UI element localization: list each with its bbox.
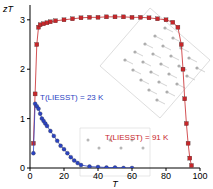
atom [87, 139, 90, 142]
chart: 0 20 40 60 80 100 0 1 2 3 TzT T(LIESST) = 23 K T(LIE… [0, 0, 213, 189]
series [31, 15, 193, 168]
point [54, 19, 58, 23]
x-tick-label: 20 [59, 171, 69, 181]
point [188, 156, 192, 160]
bond [187, 76, 195, 80]
point [37, 107, 41, 111]
bond [151, 72, 159, 76]
y-tick-label: 0 [20, 163, 25, 173]
x-tick-label: 0 [27, 171, 32, 181]
bond [165, 28, 173, 32]
point [130, 15, 134, 19]
point [113, 166, 117, 168]
y-axis-label: zT [2, 4, 15, 14]
bond [167, 92, 175, 96]
y-tick-label: 3 [20, 15, 25, 25]
point [65, 151, 69, 155]
bond [157, 100, 165, 104]
point [88, 165, 92, 168]
bond [153, 54, 161, 58]
point [38, 112, 42, 116]
point [147, 16, 151, 20]
point [62, 18, 66, 22]
bond [155, 36, 163, 40]
point [139, 15, 143, 19]
y-tick [27, 69, 30, 70]
bond [145, 44, 153, 48]
point [31, 151, 35, 155]
point [130, 166, 134, 168]
point [190, 164, 194, 168]
x-tick-label: 100 [192, 171, 207, 181]
point [79, 163, 83, 167]
point [164, 18, 168, 22]
point [105, 15, 109, 19]
x-tick-label: 40 [93, 171, 103, 181]
point [105, 166, 109, 168]
y-tick [27, 168, 30, 169]
point [176, 25, 180, 29]
x-tick-label: 60 [127, 171, 137, 181]
bond [163, 46, 171, 50]
plot-area [31, 15, 193, 168]
bond [149, 90, 157, 94]
point [48, 129, 52, 133]
point [71, 17, 75, 21]
bond [171, 56, 179, 60]
series-line [33, 17, 191, 166]
y-axis [30, 5, 31, 168]
point [79, 16, 83, 20]
bond [169, 74, 177, 78]
y-tick [27, 19, 30, 20]
point [48, 20, 52, 24]
point [171, 20, 175, 24]
point [59, 144, 63, 148]
y-tick [27, 118, 30, 119]
unit-cell [100, 8, 210, 118]
annotation: T(LIESST) = 23 K [40, 93, 104, 102]
bond [189, 58, 197, 62]
point [72, 159, 76, 163]
atom [98, 147, 101, 150]
point [186, 141, 190, 145]
point [55, 139, 59, 143]
bond [133, 70, 141, 74]
point [181, 67, 185, 71]
point [96, 165, 100, 168]
bond [159, 82, 167, 86]
x-tick-label: 80 [161, 171, 171, 181]
atom [120, 147, 123, 150]
x-axis-label: T [112, 179, 119, 189]
bond [125, 60, 133, 64]
point [156, 17, 160, 21]
bond [135, 52, 143, 56]
annotation: T(LIESST) = 91 K [105, 133, 169, 142]
y-tick-label: 1 [20, 114, 25, 124]
bond [141, 80, 149, 84]
point [33, 92, 37, 96]
atom [142, 147, 145, 150]
point [184, 122, 188, 126]
point [113, 15, 117, 19]
bond [143, 62, 151, 66]
bond [197, 68, 205, 72]
point [52, 134, 56, 138]
point [69, 155, 73, 159]
bond [161, 64, 169, 68]
point [122, 15, 126, 19]
point [88, 15, 92, 19]
point [35, 43, 39, 47]
point [183, 97, 187, 101]
point [179, 43, 183, 47]
y-tick-label: 2 [20, 64, 25, 74]
crystal-structure [80, 8, 210, 176]
point [62, 147, 66, 151]
point [45, 124, 49, 128]
point [96, 15, 100, 19]
bond [181, 48, 189, 52]
point [122, 166, 126, 168]
